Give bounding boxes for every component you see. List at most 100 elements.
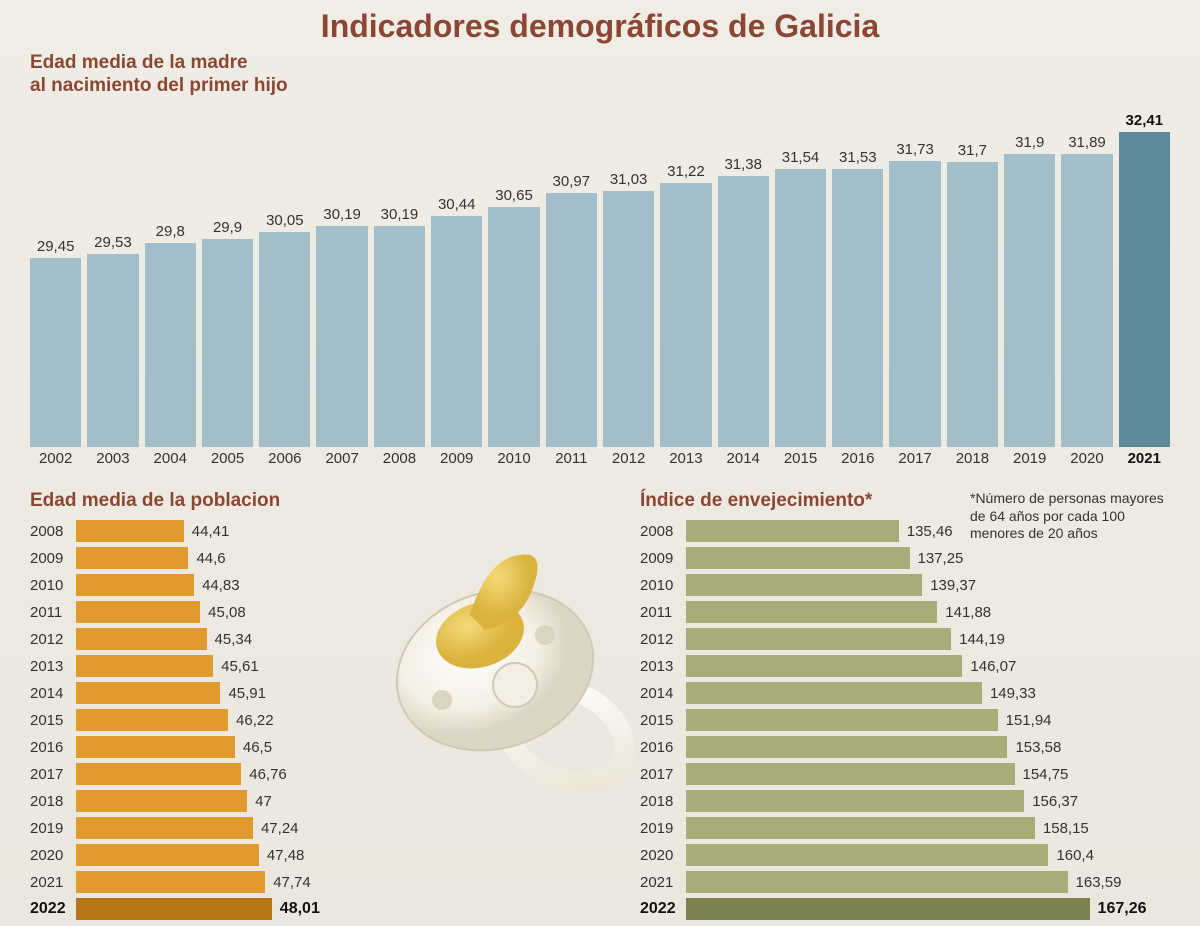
top-bar-chart: Edad media de la madreal nacimiento del … <box>30 52 1170 482</box>
hbar-rect <box>76 898 272 920</box>
hbar-value: 149,33 <box>990 685 1036 702</box>
hbar-value: 167,26 <box>1098 900 1147 918</box>
hbar-value: 47,48 <box>267 847 305 864</box>
hbar-value: 45,91 <box>228 685 266 702</box>
hbar-rect <box>76 736 235 758</box>
hbar-rect <box>76 790 247 812</box>
hbar-value: 46,76 <box>249 766 287 783</box>
vbar: 30,65 <box>488 187 539 447</box>
top-chart-bars: 29,4529,5329,829,930,0530,1930,1930,4430… <box>30 52 1170 447</box>
xaxis-year: 2004 <box>145 450 196 467</box>
vbar-value: 31,7 <box>958 142 987 159</box>
hbar-row: 2020160,4 <box>640 842 1170 868</box>
hbar-rect <box>76 520 184 542</box>
vbar: 31,54 <box>775 149 826 447</box>
vbar: 31,03 <box>603 171 654 447</box>
vbar-value: 32,41 <box>1126 112 1164 129</box>
vbar-rect <box>1061 154 1112 447</box>
vbar: 31,73 <box>889 141 940 447</box>
xaxis-year: 2002 <box>30 450 81 467</box>
hbar-year: 2017 <box>30 766 76 783</box>
vbar-rect <box>718 176 769 447</box>
vbar: 31,7 <box>947 142 998 447</box>
hbar-rect <box>686 790 1024 812</box>
vbar: 29,53 <box>87 234 138 447</box>
hbar-rect <box>686 682 982 704</box>
top-chart-xaxis: 2002200320042005200620072008200920102011… <box>30 450 1170 467</box>
vbar-value: 31,22 <box>667 163 705 180</box>
vbar-rect <box>374 226 425 447</box>
hbar-row: 2014149,33 <box>640 680 1170 706</box>
vbar-value: 30,44 <box>438 196 476 213</box>
hbar-value: 137,25 <box>918 550 964 567</box>
hbar-year: 2021 <box>30 874 76 891</box>
xaxis-year: 2016 <box>832 450 883 467</box>
hbar-value: 44,6 <box>196 550 225 567</box>
vbar: 31,9 <box>1004 134 1055 447</box>
hbar-rect <box>686 655 962 677</box>
hbar-value: 45,08 <box>208 604 246 621</box>
vbar: 30,05 <box>259 212 310 447</box>
hbar-rect <box>686 574 922 596</box>
xaxis-year: 2021 <box>1119 450 1170 467</box>
hbar-year: 2011 <box>30 604 76 621</box>
vbar-value: 30,65 <box>495 187 533 204</box>
hbar-value: 156,37 <box>1032 793 1078 810</box>
hbar-rect <box>76 763 241 785</box>
vbar-value: 31,89 <box>1068 134 1106 151</box>
vbar-rect <box>431 216 482 447</box>
hbar-value: 163,59 <box>1076 874 1122 891</box>
hbar-rect <box>76 871 265 893</box>
hbar-year: 2013 <box>30 658 76 675</box>
hbar-rect <box>686 520 899 542</box>
vbar-rect <box>202 239 253 447</box>
xaxis-year: 2008 <box>374 450 425 467</box>
hbar-value: 135,46 <box>907 523 953 540</box>
hbar-rect <box>76 574 194 596</box>
hbar-value: 45,34 <box>215 631 253 648</box>
vbar-value: 30,19 <box>381 206 419 223</box>
hbar-row: 2018156,37 <box>640 788 1170 814</box>
hbar-row: 2010139,37 <box>640 572 1170 598</box>
vbar-rect <box>316 226 367 447</box>
main-title: Indicadores demográficos de Galicia <box>0 0 1200 45</box>
hbar-row: 2009137,25 <box>640 545 1170 571</box>
hbar-rect <box>76 844 259 866</box>
vbar-rect <box>660 183 711 447</box>
hbar-rect <box>686 844 1048 866</box>
hbar-value: 47,24 <box>261 820 299 837</box>
vbar-rect <box>145 243 196 447</box>
hbar-value: 154,75 <box>1023 766 1069 783</box>
xaxis-year: 2005 <box>202 450 253 467</box>
hbar-row: 2011141,88 <box>640 599 1170 625</box>
hbar-rect <box>76 709 228 731</box>
hbar-rect <box>686 817 1035 839</box>
hbar-year: 2022 <box>640 900 686 918</box>
hbar-value: 46,5 <box>243 739 272 756</box>
vbar-rect <box>259 232 310 447</box>
vbar: 31,53 <box>832 149 883 447</box>
hbar-rect <box>686 628 951 650</box>
hbar-rect <box>76 817 253 839</box>
vbar: 31,89 <box>1061 134 1112 447</box>
footnote: *Número de personas mayores de 64 años p… <box>970 490 1170 543</box>
vbar: 30,19 <box>374 206 425 447</box>
hbar-rect <box>686 547 910 569</box>
xaxis-year: 2006 <box>259 450 310 467</box>
vbar: 31,38 <box>718 156 769 447</box>
vbar-rect <box>947 162 998 447</box>
vbar-rect <box>1004 154 1055 447</box>
vbar-rect <box>775 169 826 447</box>
hbar-row: 2019158,15 <box>640 815 1170 841</box>
vbar-value: 31,53 <box>839 149 877 166</box>
hbar-row: 2013146,07 <box>640 653 1170 679</box>
vbar-value: 31,9 <box>1015 134 1044 151</box>
vbar-rect <box>603 191 654 447</box>
hbar-value: 44,83 <box>202 577 240 594</box>
hbar-year: 2012 <box>30 631 76 648</box>
hbar-row: 2012144,19 <box>640 626 1170 652</box>
hbar-value: 141,88 <box>945 604 991 621</box>
hbar-row: 2015151,94 <box>640 707 1170 733</box>
hbar-row: 202147,74 <box>30 869 470 895</box>
hbar-value: 160,4 <box>1056 847 1094 864</box>
